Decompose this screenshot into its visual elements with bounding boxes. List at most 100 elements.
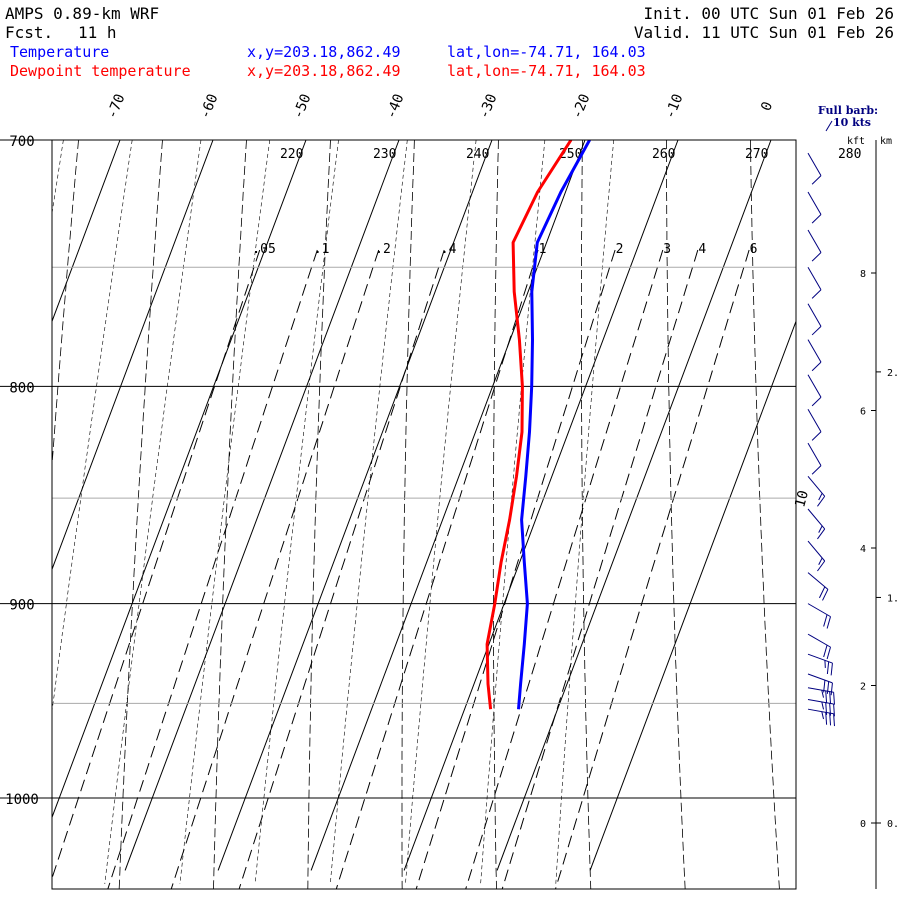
km-tick-label: 2. xyxy=(887,368,899,379)
legend-dewpoint-name: Dewpoint temperature xyxy=(10,62,191,80)
kft-tick-label: 2 xyxy=(860,682,866,693)
wind-barb xyxy=(807,267,822,299)
wind-barb xyxy=(807,409,822,441)
dry-adiabat-label: 280 xyxy=(838,147,861,162)
barb-legend-title: Full barb: xyxy=(818,104,878,117)
wind-barb xyxy=(807,339,822,372)
temperature-profile xyxy=(517,140,591,710)
wind-barb xyxy=(807,687,835,705)
wind-barb xyxy=(807,603,831,629)
km-axis-label: km xyxy=(880,136,892,147)
mixing-ratio-label: .2 xyxy=(375,242,391,257)
moist-adiabat-line xyxy=(330,140,408,885)
dry-adiabat-line xyxy=(401,140,415,889)
dry-adiabat-line xyxy=(307,140,331,889)
mixing-ratio-label: 4 xyxy=(698,242,706,257)
init-time: Init. 00 UTC Sun 01 Feb 26 xyxy=(644,4,894,23)
legend-temperature-latlon: lat,lon=-74.71, 164.03 xyxy=(447,43,646,61)
wind-barb xyxy=(807,673,833,696)
isotherm-line xyxy=(52,140,121,323)
plot-frame xyxy=(51,139,797,890)
isotherm-label: -60 xyxy=(197,92,221,121)
wind-barb xyxy=(807,374,822,407)
wind-barb xyxy=(807,540,826,572)
dry-adiabat-line xyxy=(118,140,163,889)
model-title: AMPS 0.89-km WRF xyxy=(5,4,159,23)
mixing-ratio-line xyxy=(170,249,380,889)
wind-barb xyxy=(807,191,822,224)
wind-barb xyxy=(807,708,835,727)
moist-adiabat-line xyxy=(52,140,64,216)
km-tick-label: 0. xyxy=(887,819,899,830)
dry-adiabat-label: 230 xyxy=(373,147,396,162)
wind-barb xyxy=(807,633,831,660)
legend-dewpoint-coord: x,y=203.18,862.49 xyxy=(247,62,401,80)
isotherm-line xyxy=(124,140,400,871)
pressure-tick-label: 1000 xyxy=(5,792,39,808)
isotherm-line xyxy=(52,140,307,819)
mixing-ratio-line xyxy=(107,249,318,889)
valid-time: Valid. 11 UTC Sun 01 Feb 26 xyxy=(634,23,894,42)
kft-tick-label: 0 xyxy=(860,819,866,830)
isotherm-line xyxy=(496,140,772,871)
barb-legend-speed: 10 kts xyxy=(833,116,871,129)
mixing-ratio-line xyxy=(238,249,445,889)
legend: Temperature x,y=203.18,862.49 lat,lon=-7… xyxy=(10,43,646,80)
dry-adiabat-line xyxy=(834,140,873,890)
dewpoint-profile xyxy=(485,140,573,710)
kft-tick-label: 8 xyxy=(860,269,866,280)
isotherm-lines xyxy=(52,140,796,871)
moist-adiabat-line xyxy=(179,140,271,885)
mixing-ratio-lines xyxy=(52,249,750,889)
wind-barb xyxy=(807,442,822,475)
height-axis: kft km 8 6 4 2 0 2. 1. 0. xyxy=(847,136,899,889)
isotherm-line xyxy=(217,140,493,871)
isotherm-line xyxy=(52,140,214,571)
isotherm-line xyxy=(403,140,679,871)
forecast-label: Fcst. xyxy=(5,23,53,42)
mixing-ratio-line xyxy=(465,249,664,889)
isotherm-line xyxy=(589,319,796,871)
kft-tick-label: 4 xyxy=(860,544,866,555)
legend-temperature-coord: x,y=203.18,862.49 xyxy=(247,43,401,61)
isotherm-line xyxy=(310,140,586,871)
pressure-tick-label: 800 xyxy=(9,380,34,396)
mixing-ratio-line xyxy=(415,249,616,889)
mixing-ratio-line xyxy=(52,249,261,880)
mixing-ratio-label: 6 xyxy=(750,242,758,257)
wind-barbs xyxy=(807,152,835,727)
isotherm-label: -70 xyxy=(104,92,128,121)
mixing-ratio-line xyxy=(554,249,750,889)
kft-tick-label: 6 xyxy=(860,407,866,418)
pressure-tick-label: 700 xyxy=(9,134,34,150)
mixing-ratio-line xyxy=(501,249,699,889)
isotherm-label: -40 xyxy=(383,92,407,121)
mixing-ratio-label: 2 xyxy=(616,242,624,257)
wind-barb xyxy=(807,653,833,676)
dry-adiabat-line xyxy=(581,140,592,889)
wind-barb xyxy=(807,303,822,336)
isotherm-label: 0 xyxy=(758,100,776,114)
extra-axis-label: 10 xyxy=(792,489,812,509)
wind-barb xyxy=(807,476,826,507)
dry-adiabat-line xyxy=(213,140,247,889)
isobar-lines xyxy=(0,139,796,799)
isotherm-label: -50 xyxy=(290,92,314,121)
moist-adiabat-line xyxy=(405,140,477,885)
legend-dewpoint-latlon: lat,lon=-74.71, 164.03 xyxy=(447,62,646,80)
dry-adiabat-label: 270 xyxy=(745,147,768,162)
dry-adiabat-lines xyxy=(52,140,873,890)
dry-adiabat-line xyxy=(52,140,79,471)
forecast-hours: 11 h xyxy=(78,23,117,42)
dry-adiabat-line xyxy=(492,140,499,889)
dry-adiabat-line xyxy=(750,140,780,889)
kft-axis-label: kft xyxy=(847,136,865,147)
legend-temperature-name: Temperature xyxy=(10,43,109,61)
mixing-ratio-label: 3 xyxy=(663,242,671,257)
mixing-ratio-label: 1 xyxy=(539,242,547,257)
isotherm-label: -20 xyxy=(569,92,593,121)
wind-barb xyxy=(807,508,826,540)
dry-adiabat-line xyxy=(666,140,686,889)
